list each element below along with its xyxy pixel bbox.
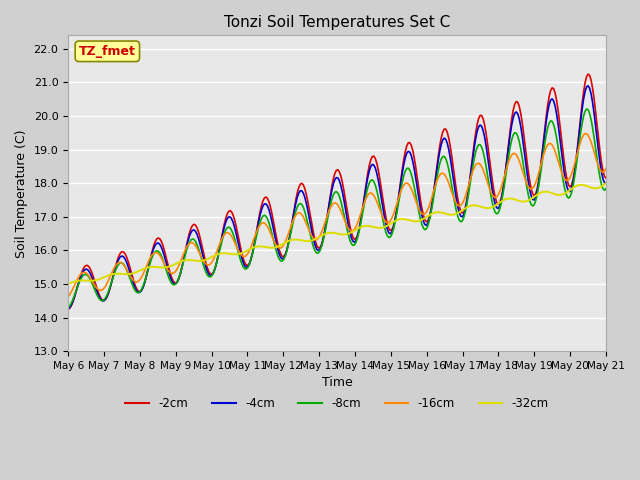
- X-axis label: Time: Time: [322, 376, 353, 389]
- Legend: -2cm, -4cm, -8cm, -16cm, -32cm: -2cm, -4cm, -8cm, -16cm, -32cm: [121, 392, 554, 415]
- Y-axis label: Soil Temperature (C): Soil Temperature (C): [15, 129, 28, 257]
- Text: TZ_fmet: TZ_fmet: [79, 45, 136, 58]
- Title: Tonzi Soil Temperatures Set C: Tonzi Soil Temperatures Set C: [224, 15, 450, 30]
